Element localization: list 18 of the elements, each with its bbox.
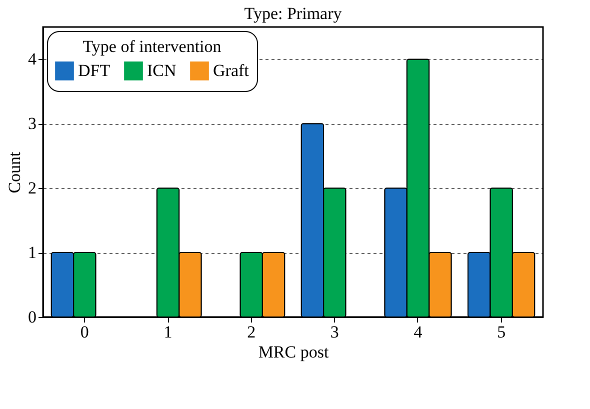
y-tick-label: 3 [28, 114, 36, 134]
x-tick-label: 5 [497, 322, 506, 342]
x-tick-label: 0 [80, 322, 89, 342]
y-tick-label: 0 [28, 308, 36, 326]
x-axis-title: MRC post [258, 342, 329, 362]
legend-label: ICN [147, 60, 176, 80]
chart-title: Type: Primary [244, 4, 342, 23]
legend-label: Graft [213, 60, 250, 80]
x-tick-label: 3 [330, 322, 339, 342]
y-tick-label: 1 [28, 243, 36, 262]
legend-title: Type of intervention [82, 37, 222, 56]
x-tick-label: 2 [247, 322, 256, 342]
x-tick-label: 4 [414, 322, 423, 342]
legend-label: DFT [78, 60, 111, 80]
y-tick-label: 4 [28, 50, 37, 69]
y-tick-label: 2 [28, 178, 36, 198]
y-axis-title: Count [5, 151, 24, 194]
x-tick-label: 1 [164, 322, 172, 342]
